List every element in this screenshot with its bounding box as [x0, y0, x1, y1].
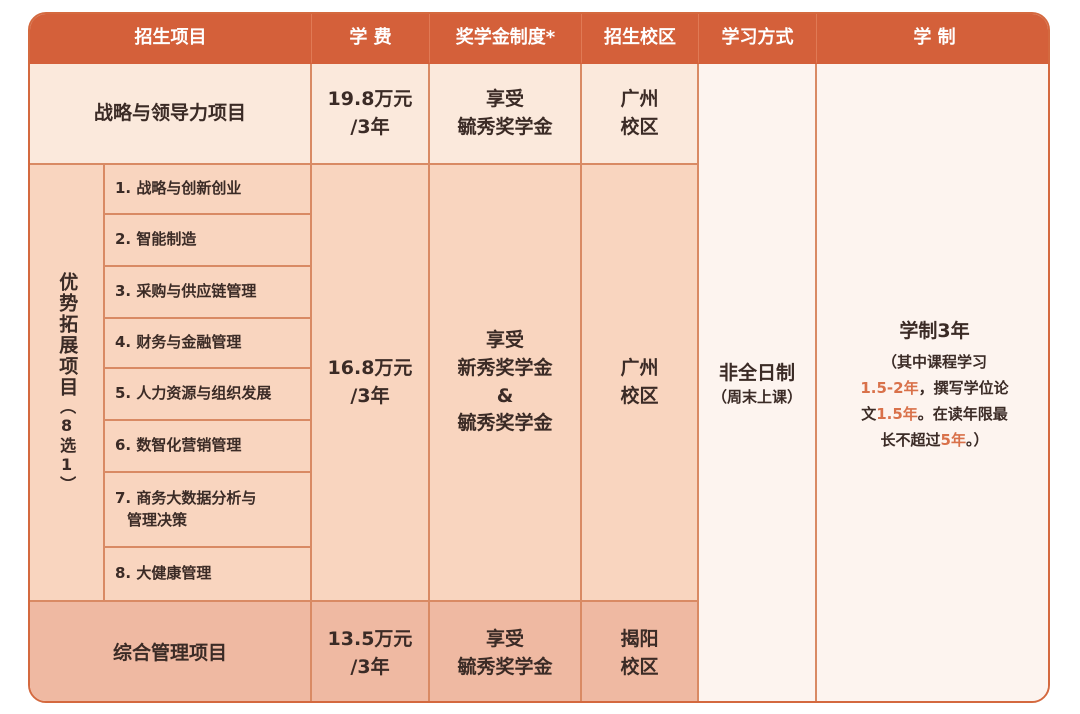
duration-line: 长不超过5年。） [881, 427, 989, 453]
campus-line: 广州 [620, 356, 659, 379]
strategy-fee: 19.8万元/3年 [312, 64, 430, 165]
list-item: 2. 智能制造 [105, 215, 312, 267]
header-mode: 学习方式 [699, 14, 817, 64]
duration-line: （其中课程学习 [881, 352, 987, 371]
fee-amount: 13.5万元 [327, 627, 413, 650]
list-item: 5. 人力资源与组织发展 [105, 369, 312, 421]
mode-main: 非全日制 [718, 361, 795, 384]
duration-line: 文1.5年。在读年限最 [861, 401, 1008, 427]
list-item: 3. 采购与供应链管理 [105, 267, 312, 319]
general-scholarship: 享受 毓秀奖学金 [430, 602, 582, 701]
general-fee: 13.5万元/3年 [312, 602, 430, 701]
scholarship-line: 毓秀奖学金 [457, 655, 553, 678]
featured-scholarship: 享受新秀奖学金 & 毓秀奖学金 [430, 165, 582, 602]
scholarship-line: 享受 [485, 87, 524, 110]
featured-title: 优势拓展项目 [56, 271, 79, 398]
featured-program-name: 优势拓展项目 （8选1） [30, 165, 105, 602]
scholarship-line: 毓秀奖学金 [457, 115, 553, 138]
fee-period: /3年 [350, 115, 390, 138]
campus-line: 广州 [620, 87, 659, 110]
text: 。） [965, 431, 989, 450]
text: 文 [861, 405, 877, 424]
header-fee: 学 费 [312, 14, 430, 64]
campus-line: 揭阳 [620, 627, 659, 650]
list-item: 4. 财务与金融管理 [105, 319, 312, 369]
strategy-campus: 广州 校区 [582, 64, 699, 165]
study-mode: 非全日制 （周末上课） [699, 64, 817, 701]
scholarship-line: & [496, 384, 514, 407]
list-item: 1. 战略与创新创业 [105, 165, 312, 215]
list-item: 7. 商务大数据分析与管理决策 [105, 473, 312, 548]
header-duration: 学 制 [817, 14, 1048, 64]
item-line: 7. 商务大数据分析与 [115, 488, 257, 507]
mode-sub: （周末上课） [711, 388, 802, 407]
campus-line: 校区 [620, 384, 659, 407]
text: ，撰写学位论 [918, 378, 1009, 397]
list-item: 6. 数智化营销管理 [105, 421, 312, 473]
campus-line: 校区 [620, 655, 659, 678]
campus-line: 校区 [620, 115, 659, 138]
fee-period: /3年 [350, 655, 390, 678]
scholarship-line: 享受 [485, 329, 524, 352]
fee-amount: 19.8万元 [327, 87, 413, 110]
featured-campus: 广州 校区 [582, 165, 699, 602]
general-campus: 揭阳 校区 [582, 602, 699, 701]
featured-note: （8选1） [57, 397, 77, 494]
header-campus: 招生校区 [582, 14, 699, 64]
scholarship-line: 享受 [485, 627, 524, 650]
duration: 学制3年 （其中课程学习 1.5-2年，撰写学位论 文1.5年。在读年限最 长不… [817, 64, 1048, 701]
scholarship-line: 毓秀奖学金 [457, 412, 553, 435]
strategy-program-name: 战略与领导力项目 [30, 64, 312, 165]
text: 长不超过 [880, 431, 941, 450]
text: 。在读年限最 [917, 405, 1008, 424]
highlight: 1.5-2年 [860, 378, 919, 397]
fee-period: /3年 [350, 384, 390, 407]
item-line: 管理决策 [127, 510, 188, 529]
highlight: 1.5年 [876, 405, 918, 424]
general-program-name: 综合管理项目 [30, 602, 312, 701]
program-table: 招生项目 学 费 奖学金制度* 招生校区 学习方式 学 制 战略与领导力项目 1… [28, 12, 1050, 703]
highlight: 5年 [940, 431, 966, 450]
duration-main: 学制3年 [899, 320, 970, 343]
featured-fee: 16.8万元/3年 [312, 165, 430, 602]
fee-amount: 16.8万元 [327, 356, 413, 379]
strategy-scholarship: 享受 毓秀奖学金 [430, 64, 582, 165]
header-scholarship: 奖学金制度* [430, 14, 582, 64]
list-item: 8. 大健康管理 [105, 548, 312, 602]
scholarship-line: 新秀奖学金 [457, 356, 553, 379]
header-program: 招生项目 [30, 14, 312, 64]
duration-line: 1.5-2年，撰写学位论 [860, 375, 1008, 401]
